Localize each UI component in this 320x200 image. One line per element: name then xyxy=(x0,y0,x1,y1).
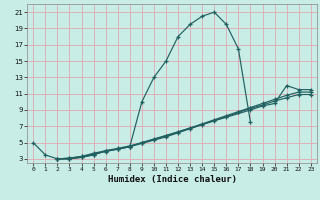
X-axis label: Humidex (Indice chaleur): Humidex (Indice chaleur) xyxy=(108,175,236,184)
